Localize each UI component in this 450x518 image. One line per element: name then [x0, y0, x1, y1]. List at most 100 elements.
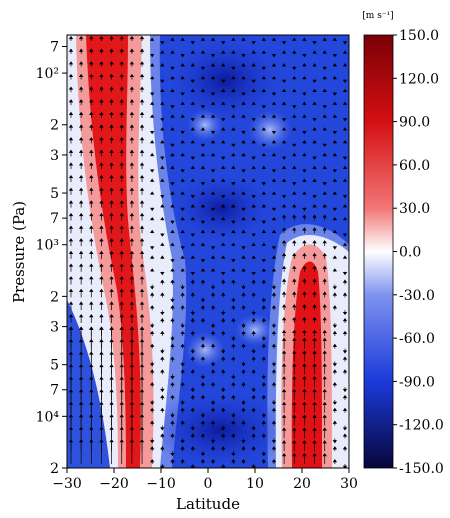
wind-arrow-head — [68, 238, 74, 242]
wind-arrow-head — [99, 48, 104, 52]
wind-arrow-head — [281, 329, 287, 334]
wind-arrow-head — [261, 337, 267, 341]
wind-arrow-head — [281, 101, 287, 105]
wind-arrow-head — [149, 343, 155, 347]
wind-arrow-head — [129, 174, 135, 179]
wind-arrow-head — [231, 299, 236, 303]
wind-arrow-head — [322, 304, 327, 308]
wind-arrow-head — [271, 407, 277, 411]
wind-arrow-head — [119, 351, 124, 355]
wind-arrow-head — [251, 272, 256, 276]
wind-arrow-head — [190, 255, 195, 259]
wind-arrow-head — [139, 61, 145, 65]
wind-arrow-head — [271, 229, 277, 233]
wind-arrow-head — [200, 376, 206, 380]
wind-arrow-head — [231, 433, 236, 437]
wind-arrow-head — [231, 165, 236, 169]
wind-arrow-head — [190, 63, 195, 67]
wind-arrow-head — [271, 330, 277, 335]
wind-arrow-head — [322, 127, 327, 131]
wind-arrow-head — [149, 255, 155, 259]
wind-arrow-head — [231, 459, 236, 463]
wind-arrow-head — [342, 178, 348, 182]
wind-arrow-head — [99, 238, 104, 242]
wind-arrow-head — [231, 343, 236, 347]
wind-arrow-head — [200, 75, 206, 80]
wind-arrow-head — [180, 440, 185, 444]
wind-arrow-head — [241, 363, 246, 367]
wind-arrow-head — [89, 225, 94, 229]
wind-arrow-head — [78, 187, 84, 191]
wind-arrow-head — [210, 191, 216, 195]
wind-arrow-head — [221, 156, 226, 160]
wind-arrow-head — [68, 426, 74, 430]
colorbar-tick-label: 60.0 — [399, 158, 430, 174]
wind-arrow-head — [190, 279, 195, 283]
wind-arrow-head — [139, 187, 145, 191]
wind-arrow-head — [160, 204, 165, 208]
wind-arrow-head — [292, 37, 297, 41]
wind-arrow-head — [139, 338, 145, 343]
wind-arrow-head — [170, 337, 175, 341]
wind-arrow-head — [312, 140, 317, 144]
wind-arrow-head — [160, 465, 165, 468]
wind-arrow-head — [160, 41, 165, 45]
wind-arrow-head — [261, 220, 267, 224]
wind-arrow-head — [170, 279, 175, 283]
wind-arrow-head — [241, 131, 246, 135]
wind-arrow-head — [160, 279, 165, 283]
wind-arrow-head — [231, 75, 236, 80]
wind-arrow-head — [302, 37, 307, 41]
wind-arrow-head — [180, 407, 185, 411]
wind-arrow-head — [129, 137, 135, 141]
wind-arrow-head — [99, 314, 104, 318]
wind-arrow-head — [292, 440, 297, 444]
wind-arrow-head — [200, 204, 206, 208]
wind-arrow-head — [129, 426, 135, 430]
wind-arrow-head — [170, 204, 175, 208]
wind-arrow-head — [312, 265, 317, 269]
wind-arrow-head — [139, 263, 145, 267]
wind-arrow-head — [302, 240, 307, 244]
wind-arrow-head — [241, 268, 246, 272]
wind-arrow-head — [190, 118, 195, 122]
wind-arrow-head — [149, 178, 155, 182]
wind-arrow-head — [99, 73, 104, 78]
wind-arrow-head — [332, 330, 338, 335]
wind-arrow-head — [139, 212, 145, 217]
wind-arrow-head — [139, 326, 145, 330]
wind-arrow-head — [292, 88, 297, 92]
wind-arrow-head — [180, 268, 185, 272]
wind-arrow-head — [160, 88, 165, 92]
wind-arrow-head — [99, 225, 104, 229]
wind-arrow-head — [68, 111, 74, 115]
wind-arrow-head — [68, 414, 74, 418]
wind-arrow-head — [119, 225, 124, 229]
wind-arrow-head — [241, 191, 246, 195]
wind-arrow-head — [190, 446, 195, 450]
wind-arrow-head — [180, 63, 185, 67]
wind-arrow-head — [119, 73, 124, 78]
wind-arrow-head — [78, 174, 84, 179]
wind-arrow-head — [271, 75, 277, 80]
wind-arrow-head — [200, 356, 206, 360]
wind-arrow-head — [160, 233, 165, 237]
wind-arrow-head — [231, 414, 236, 418]
wind-arrow-head — [68, 225, 74, 229]
wind-arrow-head — [271, 101, 277, 105]
wind-arrow-head — [251, 233, 256, 237]
wind-arrow-head — [200, 105, 206, 109]
wind-arrow-head — [312, 214, 317, 218]
wind-arrow-head — [251, 63, 256, 67]
wind-arrow-head — [180, 305, 185, 309]
wind-arrow-head — [170, 376, 175, 380]
wind-arrow-head — [221, 165, 226, 169]
wind-arrow-head — [200, 433, 206, 437]
wind-arrow-head — [68, 439, 74, 443]
wind-arrow-head — [261, 414, 267, 418]
wind-arrow-head — [149, 114, 155, 118]
wind-arrow-head — [170, 127, 175, 131]
wind-arrow-head — [342, 216, 348, 221]
wind-arrow-head — [149, 369, 155, 373]
wind-arrow-head — [261, 343, 267, 347]
